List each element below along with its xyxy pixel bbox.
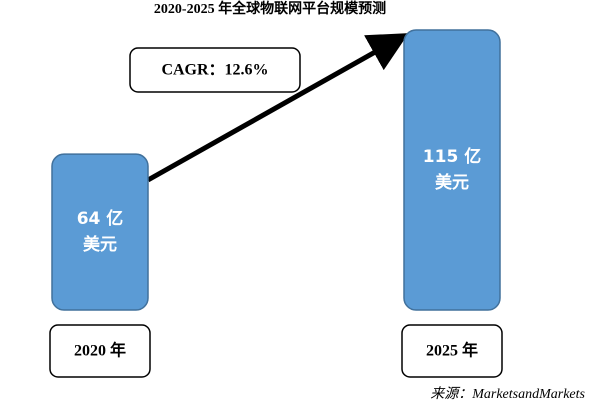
bar — [51, 153, 149, 311]
growth-arrow — [146, 33, 409, 183]
category-box — [401, 324, 503, 378]
value-label: 115 亿 美元 — [422, 147, 482, 193]
chart-title: 2020-2025 年全球物联网平台规模预测 — [154, 0, 386, 17]
annotation: CAGR：12.6% — [161, 62, 268, 79]
source: 来源：MarketsandMarkets — [430, 386, 585, 402]
category-box — [49, 324, 151, 378]
value-label: 64 亿 美元 — [76, 209, 124, 256]
bar — [403, 29, 501, 311]
x-tick-label: 2025 年 — [426, 341, 478, 360]
x-tick-label: 2020 年 — [74, 341, 126, 360]
annotation-box — [129, 47, 301, 93]
